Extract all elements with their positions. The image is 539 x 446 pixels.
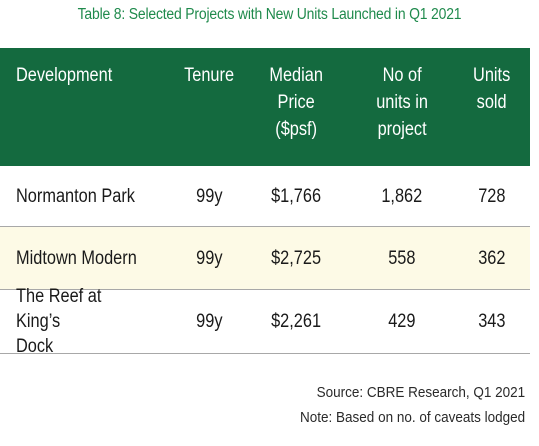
projects-table: Development Tenure Median Price ($psf) N… [0,48,530,357]
cell-tenure: 99y [195,185,223,207]
cell-units-in-project: 558 [388,247,416,269]
table-row: Normanton Park 99y $1,766 1,862 728 [0,166,530,227]
cell-median-price: $2,261 [271,311,321,332]
cell-development: Normanton Park [16,185,135,207]
header-development: Development [16,65,113,86]
cell-development: The Reef at King’s Dock [16,286,102,357]
cell-median-price: $2,725 [271,247,321,269]
cell-units-sold: 362 [478,247,506,269]
cell-tenure: 99y [195,311,223,332]
cell-units-sold: 728 [478,185,506,207]
header-units-sold: Units sold [473,65,511,113]
table-caption: Table 8: Selected Projects with New Unit… [77,6,462,23]
source-note: Source: CBRE Research, Q1 2021 [316,384,525,401]
caveat-note: Note: Based on no. of caveats lodged [299,409,525,426]
cell-units-sold: 343 [478,311,506,332]
cell-development: Midtown Modern [16,247,137,269]
table-row: Midtown Modern 99y $2,725 558 362 [0,227,530,290]
header-units-in-project: No of units in project [376,65,428,140]
table-notes: Source: CBRE Research, Q1 2021 Note: Bas… [275,380,525,430]
cell-units-in-project: 1,862 [381,185,423,207]
table-header-row: Development Tenure Median Price ($psf) N… [0,48,530,166]
cell-median-price: $1,766 [271,185,321,207]
header-tenure: Tenure [184,65,234,86]
cell-units-in-project: 429 [388,311,416,332]
header-median-price: Median Price ($psf) [269,65,323,140]
table-row: The Reef at King’s Dock 99y $2,261 429 3… [0,286,530,357]
cell-tenure: 99y [195,247,223,269]
